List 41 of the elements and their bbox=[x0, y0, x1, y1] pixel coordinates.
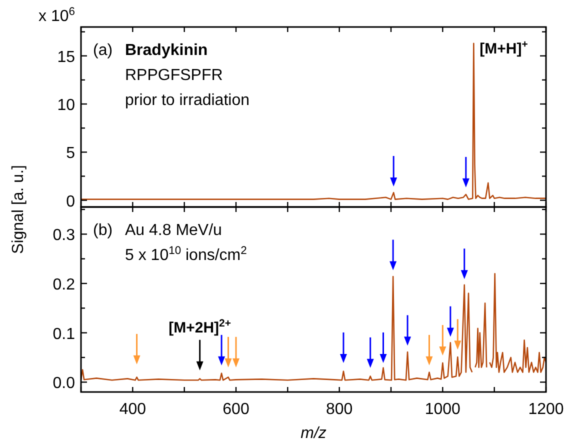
point bbox=[426, 356, 433, 366]
y-tick-label: 5 bbox=[66, 145, 76, 162]
annotation: (b) bbox=[93, 222, 113, 239]
point bbox=[439, 346, 446, 356]
point bbox=[380, 354, 387, 363]
y-tick-label: 0.0 bbox=[52, 375, 76, 392]
x-tick-label: 600 bbox=[222, 401, 250, 418]
annotation: prior to irradiation bbox=[125, 92, 250, 109]
point bbox=[340, 354, 347, 363]
y-axis-title: Signal [a. u.] bbox=[10, 165, 27, 254]
y-tick-label: 0 bbox=[66, 193, 76, 210]
chart-subtitle: x 10$^{6}$ bbox=[38, 6, 75, 25]
x-axis-title: m/z bbox=[300, 425, 326, 442]
point bbox=[366, 358, 374, 368]
y-tick-label: 15 bbox=[57, 48, 76, 66]
line-series bbox=[81, 42, 546, 200]
text: Bradykinin bbox=[125, 42, 208, 59]
y-tick-label: 0.2 bbox=[52, 276, 76, 294]
y-tick-label: 0.1 bbox=[52, 326, 76, 343]
point bbox=[460, 270, 468, 280]
y-tick-label: 0.3 bbox=[52, 227, 76, 244]
annotation: [M+H]$^{+}$ bbox=[480, 38, 528, 58]
point bbox=[446, 328, 454, 337]
x-tick-label: 1000 bbox=[424, 401, 461, 418]
annotation: (a) bbox=[93, 42, 113, 59]
annotation: 5 x 10$^{10}$ ions/cm$^{2}$ bbox=[125, 245, 247, 264]
x-tick-label: 1200 bbox=[528, 401, 564, 418]
y-tick-label: 10 bbox=[57, 97, 76, 114]
annotation: RPPGFSPFR bbox=[125, 67, 223, 84]
point bbox=[390, 261, 397, 270]
x-tick-label: 400 bbox=[119, 401, 146, 418]
point bbox=[224, 358, 232, 368]
point bbox=[454, 340, 462, 350]
point bbox=[218, 356, 226, 366]
point bbox=[196, 361, 204, 370]
x-tick-label: 800 bbox=[326, 401, 353, 418]
annotation: Au 4.8 MeV/u bbox=[125, 222, 222, 239]
annotation: [M+2H]$^{2+}$ bbox=[168, 318, 232, 337]
point bbox=[232, 358, 240, 368]
point bbox=[133, 355, 140, 364]
point bbox=[404, 336, 412, 346]
